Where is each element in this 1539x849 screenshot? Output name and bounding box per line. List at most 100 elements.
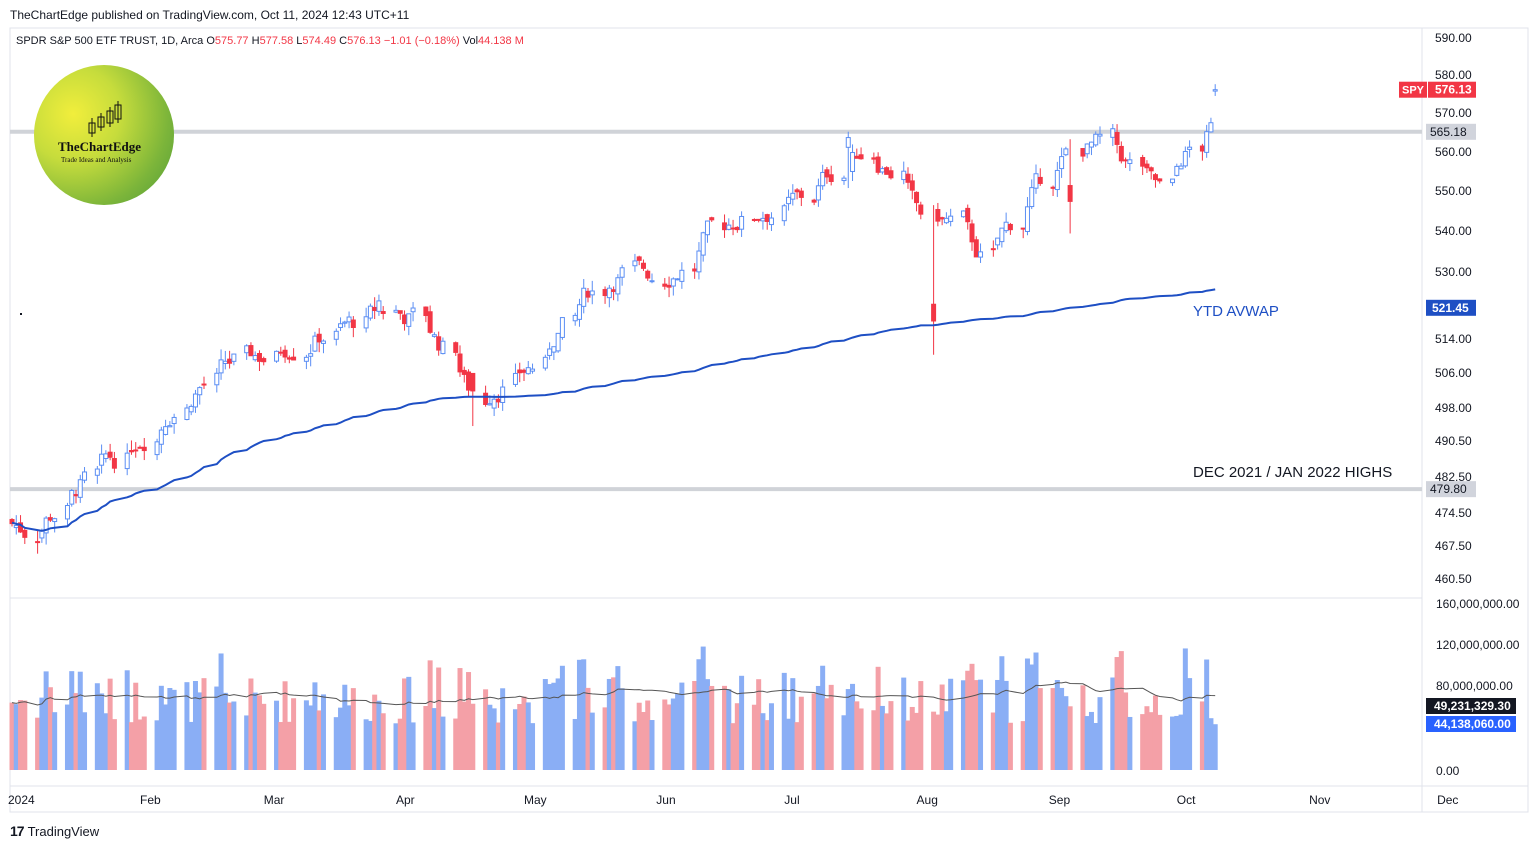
candle-body [973,239,979,258]
volume-bar [615,666,621,770]
candle-body [94,468,100,476]
candle-body [1054,169,1060,191]
volume-bar [1088,711,1094,770]
volume-bar [214,686,220,770]
volume-bar [13,704,19,770]
volume-bar [1148,712,1154,770]
candle-body [1088,141,1094,148]
candle-body [43,517,49,534]
volume-bar [602,707,608,770]
x-tick-label: Aug [917,793,938,807]
volume-bar [124,670,130,770]
candle-body [576,304,582,320]
level-price-tag [1426,481,1476,498]
volume-bar [820,665,826,770]
volume-bar [133,682,139,770]
high-label: H [251,35,260,47]
candle-body [1067,185,1073,202]
candle-body [491,398,497,409]
chart-frame [9,27,1529,813]
candle-body [214,372,220,386]
volume-bar [410,722,416,770]
candle-body [495,398,501,403]
candle-body [619,267,625,278]
volume-bar [649,720,655,770]
volume-bar [888,701,894,770]
volume-bar [461,701,467,770]
volume-bar [1097,697,1103,770]
volume-bar [188,721,194,770]
candle-body [427,311,433,333]
price-tick-label: 580.00 [1435,68,1472,82]
volume-bar [393,723,399,770]
volume-bar [158,685,164,770]
candle-body [286,357,292,360]
candle-body [760,217,766,222]
candle-body [1178,165,1184,170]
volume-bar [811,693,817,770]
candle-body [739,215,745,230]
candle-body [47,517,53,521]
candle-body [611,289,617,292]
candles-group [9,84,1218,554]
volume-bar [879,705,885,770]
candle-body [581,287,587,307]
candle-body [1050,186,1056,189]
candle-body [722,222,728,231]
volume-bar [244,715,250,770]
candle-body [645,270,651,279]
volume-last-tag [1426,716,1516,732]
volume-bar [884,713,890,770]
volume-bar [167,688,173,770]
candle-body [585,290,591,298]
volume-bar [875,666,881,770]
candle-body [1003,221,1009,232]
volume-bar [1174,715,1180,770]
volume-bar [943,711,949,770]
candle-body [184,407,190,420]
price-tick-label: 560.00 [1435,145,1472,159]
footer-brand[interactable]: 17 TradingView [10,823,99,839]
volume-bar [18,700,24,770]
volume-bar [1067,706,1073,770]
candle-body [457,353,463,373]
candle-body [35,541,41,544]
candle-body [500,386,506,403]
volume-bar [935,714,941,770]
candle-body [512,372,518,385]
candle-body [960,210,966,218]
candle-body [256,352,262,362]
volume-bar [436,667,442,770]
candle-body [99,453,105,466]
volume-bar [431,708,437,770]
candle-body [547,348,553,356]
candle-body [244,345,250,354]
candle-body [1144,163,1150,169]
volume-bar [670,698,676,770]
candle-body [13,525,19,529]
candle-body [555,332,561,352]
volume-bar [291,698,297,770]
volume-bar [282,681,288,770]
volume-bar [47,687,53,770]
volume-bar [248,678,254,770]
candle-body [1097,133,1103,137]
price-tick-label: 530.00 [1435,265,1472,279]
volume-bar [581,659,587,770]
candle-body [1080,148,1086,157]
volume-tick-label: 120,000,000.00 [1436,638,1520,652]
volume-bar [551,682,557,770]
candle-body [666,284,672,288]
volume-bar [645,700,651,770]
symbol-tag [1399,81,1427,98]
candle-body [640,262,646,269]
candle-body [978,251,984,258]
candle-body [649,280,655,283]
volume-bar [128,722,134,770]
candle-body [107,451,113,458]
volume-bar [1212,724,1218,770]
volume-bar [781,672,787,770]
candle-body [794,189,800,193]
avwap-line [11,288,1216,532]
